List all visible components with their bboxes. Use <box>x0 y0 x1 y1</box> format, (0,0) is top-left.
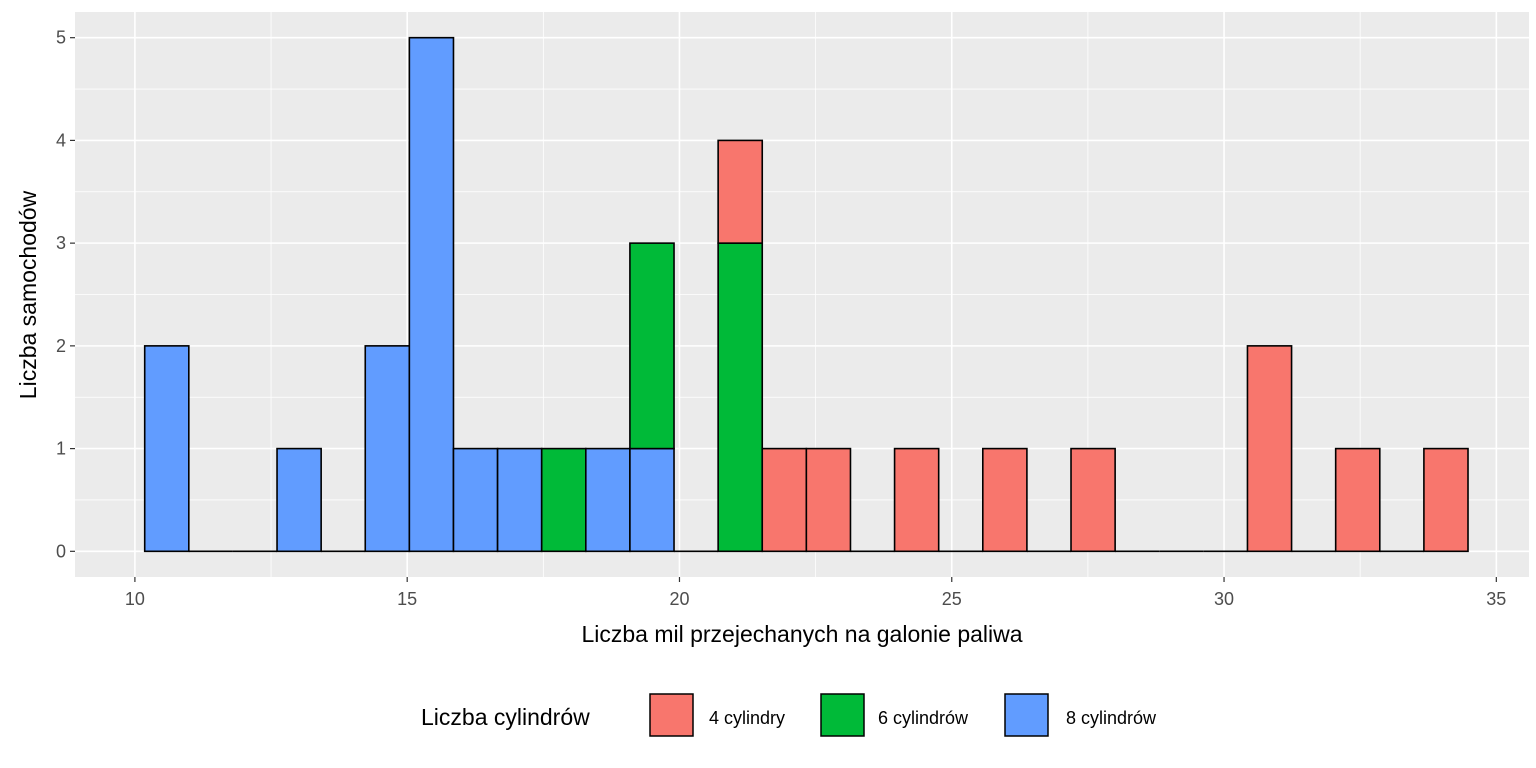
legend-title: Liczba cylindrów <box>421 704 590 730</box>
histogram-bar <box>893 447 940 553</box>
legend-key-4-cylinders <box>649 693 694 737</box>
histogram-bar <box>629 242 675 450</box>
histogram-bar <box>1334 447 1381 553</box>
histogram-bar <box>540 447 587 553</box>
histogram-bar <box>1070 447 1116 553</box>
y-tick-label: 1 <box>56 439 66 459</box>
legend-label-6-cylinders: 6 cylindrów <box>878 708 969 728</box>
histogram-bar <box>364 345 411 553</box>
histogram-bar <box>496 447 543 553</box>
x-tick-label: 30 <box>1214 589 1234 609</box>
y-tick-label: 5 <box>56 28 66 48</box>
histogram-bar <box>717 242 764 553</box>
legend-key-8-cylinders <box>1004 693 1049 737</box>
histogram-bar <box>452 447 499 553</box>
legend-label-4-cylinders: 4 cylindry <box>709 708 785 728</box>
histogram-bar <box>143 345 190 553</box>
histogram-bar <box>981 447 1028 553</box>
y-tick-label: 2 <box>56 336 66 356</box>
y-tick-label: 0 <box>56 541 66 561</box>
histogram-bar <box>805 447 852 553</box>
histogram-bar <box>761 447 808 553</box>
histogram-bars <box>143 36 1469 553</box>
histogram-bar <box>408 36 455 553</box>
x-tick-label: 25 <box>942 589 962 609</box>
x-tick-label: 10 <box>125 589 145 609</box>
y-tick-label: 4 <box>56 130 66 150</box>
y-tick-label: 3 <box>56 233 66 253</box>
histogram-bar <box>629 447 675 553</box>
legend-key-6-cylinders <box>820 693 865 737</box>
histogram-bar <box>276 447 322 553</box>
x-tick-label: 35 <box>1486 589 1506 609</box>
x-tick-label: 20 <box>669 589 689 609</box>
histogram-bar <box>1423 447 1469 553</box>
x-axis: 10 15 20 25 30 35 <box>125 577 1506 609</box>
histogram-bar <box>717 139 764 244</box>
histogram-bar <box>585 447 631 553</box>
x-axis-title: Liczba mil przejechanych na galonie pali… <box>581 621 1022 647</box>
legend-label-8-cylinders: 8 cylindrów <box>1066 708 1157 728</box>
y-axis: 0 1 2 3 4 5 <box>56 28 75 561</box>
y-axis-title: Liczba samochodów <box>15 190 41 399</box>
x-tick-label: 15 <box>397 589 417 609</box>
histogram-bar <box>1246 345 1293 553</box>
legend: Liczba cylindrów 4 cylindry 6 cylindrów … <box>421 693 1157 737</box>
